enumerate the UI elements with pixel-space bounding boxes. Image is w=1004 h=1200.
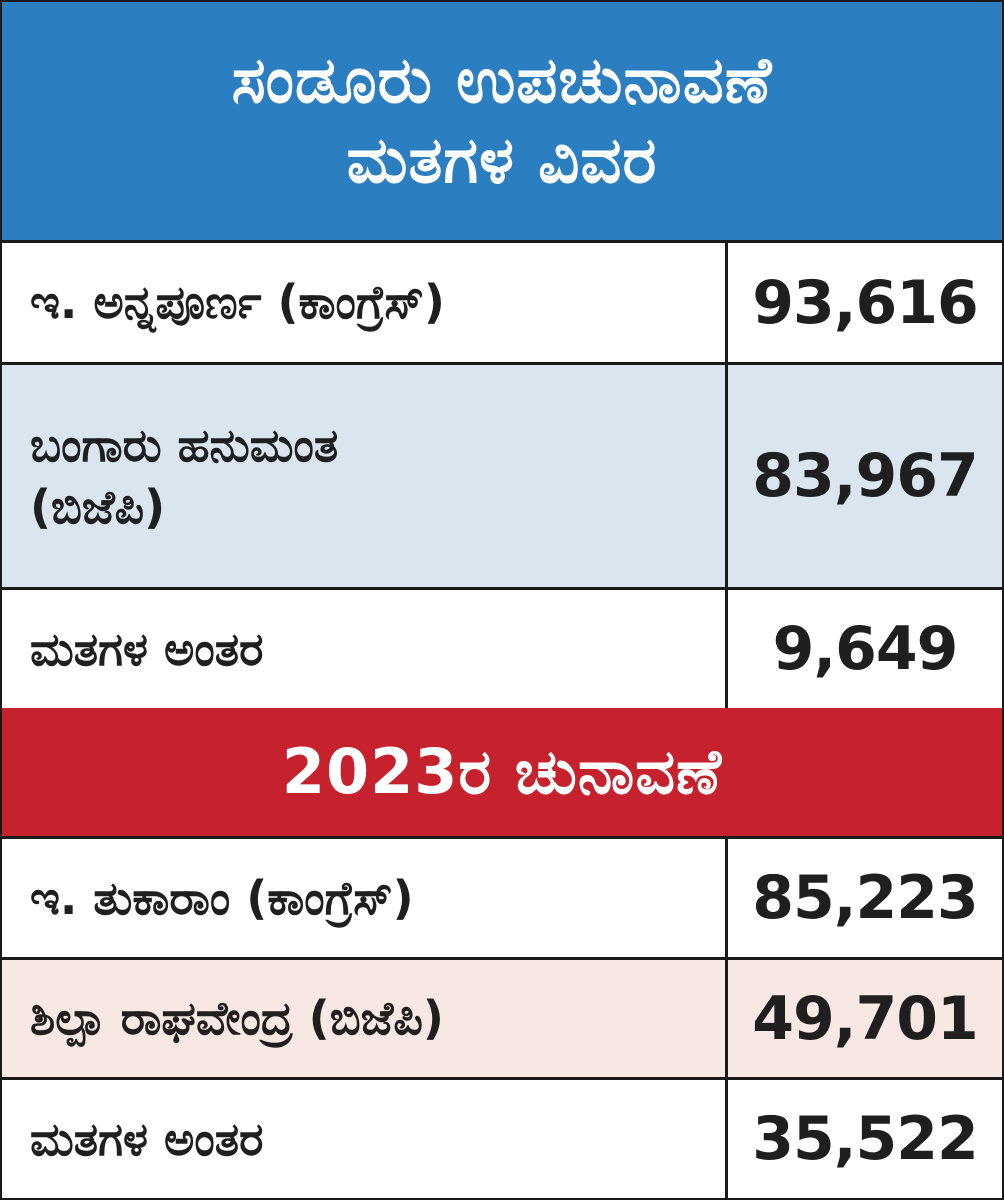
vote-count: 93,616 bbox=[752, 267, 979, 338]
byelection-title-line2: ಮತಗಳ ವಿವರ bbox=[346, 124, 658, 198]
vote-count: 85,223 bbox=[752, 863, 979, 933]
table-row: ಬಂಗಾರು ಹನುಮಂತ (ಬಿಜೆಪಿ) 83,967 bbox=[2, 362, 1002, 587]
election-2023-header: 2023ರ ಚುನಾವಣೆ bbox=[2, 708, 1002, 836]
byelection-title-line1: ಸಂಡೂರು ಉಪಚುನಾವಣೆ bbox=[231, 44, 773, 118]
margin-value: 9,649 bbox=[772, 614, 959, 684]
vote-count: 83,967 bbox=[752, 441, 979, 511]
candidate-name: ಇ. ಅನ್ನಪೂರ್ಣ (ಕಾಂಗ್ರೆಸ್) bbox=[2, 243, 728, 362]
margin-label: ಮತಗಳ ಅಂತರ bbox=[2, 1080, 728, 1198]
table-row: ಇ. ಅನ್ನಪೂರ್ಣ (ಕಾಂಗ್ರೆಸ್) 93,616 bbox=[2, 240, 1002, 362]
table-row: ಮತಗಳ ಅಂತರ 9,649 bbox=[2, 587, 1002, 708]
candidate-name-line2: (ಬಿಜೆಪಿ) bbox=[30, 480, 166, 534]
table-row: ಶಿಲ್ಪಾ ರಾಘವೇಂದ್ರ (ಬಿಜೆಪಿ) 49,701 bbox=[2, 957, 1002, 1077]
candidate-name: ಶಿಲ್ಪಾ ರಾಘವೇಂದ್ರ (ಬಿಜೆಪಿ) bbox=[2, 960, 728, 1077]
margin-label: ಮತಗಳ ಅಂತರ bbox=[2, 590, 728, 708]
candidate-name: ಬಂಗಾರು ಹನುಮಂತ (ಬಿಜೆಪಿ) bbox=[2, 365, 728, 587]
table-row: ಇ. ತುಕಾರಾಂ (ಕಾಂಗ್ರೆಸ್) 85,223 bbox=[2, 836, 1002, 957]
table-row: ಮತಗಳ ಅಂತರ 35,522 bbox=[2, 1077, 1002, 1198]
candidate-name: ಇ. ತುಕಾರಾಂ (ಕಾಂಗ್ರೆಸ್) bbox=[2, 839, 728, 957]
byelection-header: ಸಂಡೂರು ಉಪಚುನಾವಣೆ ಮತಗಳ ವಿವರ bbox=[2, 2, 1002, 240]
election-2023-title: 2023ರ ಚುನಾವಣೆ bbox=[281, 735, 723, 809]
vote-count: 49,701 bbox=[752, 983, 979, 1054]
margin-value: 35,522 bbox=[752, 1104, 979, 1174]
candidate-name-line1: ಬಂಗಾರು ಹನುಮಂತ bbox=[30, 417, 339, 472]
